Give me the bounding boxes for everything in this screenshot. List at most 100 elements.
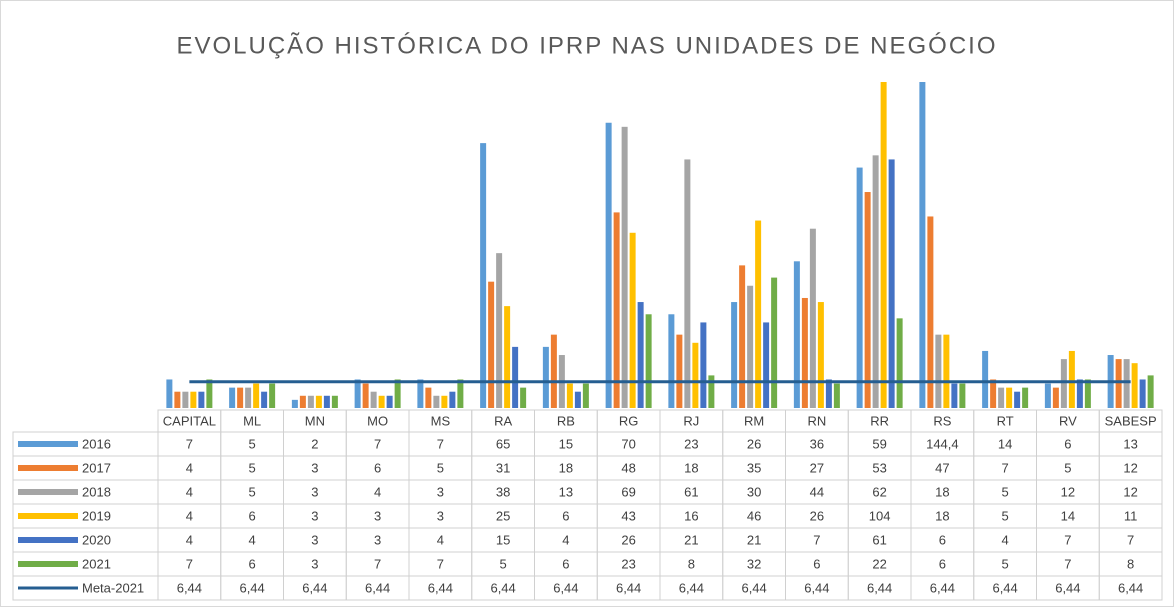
x-tick-label: RV [1059,413,1077,428]
legend-key [18,537,78,543]
data-label: 47 [935,460,949,475]
data-label: 18 [684,460,698,475]
bar [1044,383,1051,408]
bar [1060,359,1067,408]
bar [793,261,800,408]
data-label: 3 [437,508,444,523]
chart-title: EVOLUÇÃO HISTÓRICA DO IPRP NAS UNIDADES … [176,32,997,59]
data-label: 14 [998,436,1012,451]
bar [542,346,549,408]
data-label: 7 [374,556,381,571]
data-label: 35 [747,460,761,475]
bar [982,350,989,408]
data-label: 70 [621,436,635,451]
x-tick-label: MS [431,413,451,428]
bar [1022,387,1029,408]
bar [1076,379,1083,408]
data-label: 6,44 [365,580,390,595]
data-label: 26 [621,532,635,547]
x-tick-label: MN [305,413,325,428]
bar [613,212,620,408]
bar [449,391,456,408]
bar [315,395,322,408]
data-label: 4 [249,532,256,547]
data-label: 6,44 [1118,580,1143,595]
data-label: 6,44 [804,580,829,595]
bar [621,126,628,408]
data-label: 5 [1002,484,1009,499]
bar [237,387,244,408]
data-label: 18 [559,460,573,475]
x-tick-label: RN [807,413,826,428]
data-label: 6 [562,556,569,571]
bar [378,395,385,408]
data-label: 25 [496,508,510,523]
bar [880,82,887,408]
bar [261,391,268,408]
data-label: 26 [747,436,761,451]
data-label: 5 [500,556,507,571]
bar [488,281,495,408]
data-label: 3 [311,484,318,499]
bar [354,379,361,408]
bar [441,395,448,408]
data-label: 5 [1002,556,1009,571]
data-label: 6,44 [553,580,578,595]
bar [856,167,863,408]
legend-key [18,489,78,495]
bar [645,314,652,408]
data-label: 8 [1127,556,1134,571]
data-label: 6,44 [428,580,453,595]
bar [1084,379,1091,408]
data-label: 27 [810,460,824,475]
bar [1131,363,1138,408]
legend-label: 2019 [82,508,111,523]
data-label: 14 [1061,508,1075,523]
data-label: 6,44 [679,580,704,595]
bar [1052,387,1059,408]
data-label: 4 [186,508,193,523]
data-label: 4 [186,532,193,547]
bar [998,387,1005,408]
bar [307,395,314,408]
data-label: 6,44 [992,580,1017,595]
bar [457,379,464,408]
data-label: 32 [747,556,761,571]
data-label: 6 [374,460,381,475]
bar [888,159,895,408]
bar [801,297,808,408]
data-label: 2 [311,436,318,451]
data-label: 21 [747,532,761,547]
bar [668,314,675,408]
x-tick-label: MO [367,413,388,428]
data-label: 6,44 [302,580,327,595]
bar [1123,359,1130,408]
legend-label: Meta-2021 [82,580,144,595]
bar [731,302,738,408]
bar [739,265,746,408]
legend-key [18,465,78,471]
bar [253,383,260,408]
bar [927,216,934,408]
data-label: 59 [872,436,886,451]
bar [1014,391,1021,408]
data-label: 36 [810,436,824,451]
bar [896,318,903,408]
data-label: 61 [684,484,698,499]
bar [269,383,276,408]
bar [676,334,683,408]
data-label: 7 [374,436,381,451]
data-label: 16 [684,508,698,523]
data-label: 53 [872,460,886,475]
data-label: 13 [1123,436,1137,451]
data-label: 7 [1002,460,1009,475]
legend-label: 2016 [82,436,111,451]
data-label: 21 [684,532,698,547]
x-tick-label: RS [933,413,951,428]
data-label: 43 [621,508,635,523]
data-label: 44 [810,484,824,499]
data-label: 4 [562,532,569,547]
data-label: 6,44 [239,580,264,595]
legend-key [18,561,78,567]
bar [206,379,213,408]
